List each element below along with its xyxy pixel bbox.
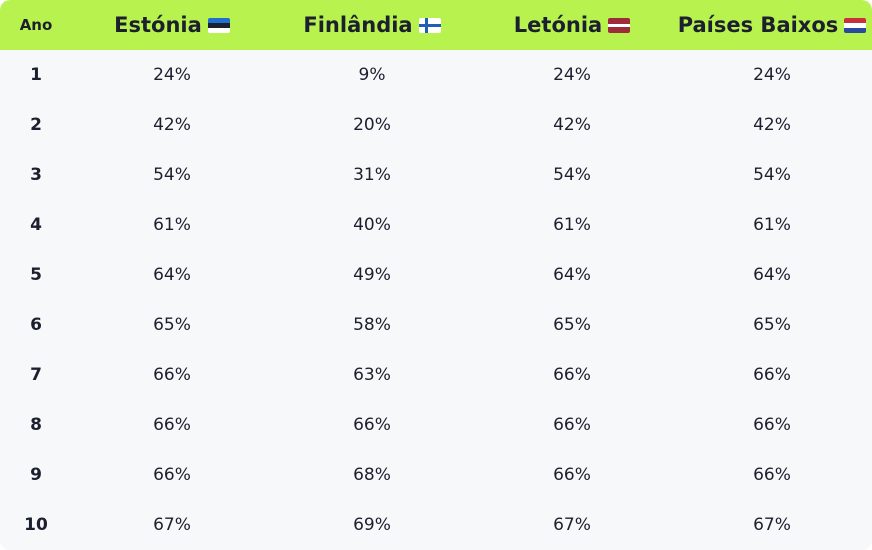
value-cell: 65%	[553, 315, 591, 335]
year-cell: 8	[30, 415, 42, 435]
year-cell: 10	[24, 515, 48, 535]
value-cell: 9%	[358, 65, 386, 85]
flag-latvia-icon	[608, 17, 631, 33]
column-header-netherlands: Países Baixos	[672, 13, 872, 37]
value-cell: 66%	[753, 365, 791, 385]
year-cell: 1	[30, 65, 42, 85]
column-header-estonia: Estónia	[72, 13, 272, 37]
table-body: 1 24% 9% 24% 24% 2 42% 20% 42% 42% 3 54%…	[0, 50, 872, 550]
value-cell: 64%	[553, 265, 591, 285]
table-row: 5 64% 49% 64% 64%	[0, 250, 872, 300]
value-cell: 24%	[553, 65, 591, 85]
table-header: Ano Estónia Finlândia Letónia Pa	[0, 0, 872, 50]
column-header-label: Finlândia	[303, 13, 413, 37]
value-cell: 49%	[353, 265, 391, 285]
value-cell: 24%	[753, 65, 791, 85]
year-cell: 9	[30, 465, 42, 485]
value-cell: 54%	[153, 165, 191, 185]
value-cell: 66%	[553, 465, 591, 485]
value-cell: 66%	[353, 415, 391, 435]
value-cell: 42%	[153, 115, 191, 135]
year-cell: 7	[30, 365, 42, 385]
column-header-year: Ano	[19, 16, 53, 34]
year-cell: 5	[30, 265, 42, 285]
value-cell: 40%	[353, 215, 391, 235]
value-cell: 20%	[353, 115, 391, 135]
value-cell: 31%	[353, 165, 391, 185]
table-row: 2 42% 20% 42% 42%	[0, 100, 872, 150]
value-cell: 67%	[753, 515, 791, 535]
value-cell: 66%	[553, 365, 591, 385]
value-cell: 64%	[753, 265, 791, 285]
value-cell: 66%	[753, 465, 791, 485]
value-cell: 66%	[553, 415, 591, 435]
column-header-latvia: Letónia	[472, 13, 672, 37]
column-header-label: Letónia	[513, 13, 603, 37]
year-cell: 4	[30, 215, 42, 235]
value-cell: 54%	[753, 165, 791, 185]
table-row: 3 54% 31% 54% 54%	[0, 150, 872, 200]
flag-estonia-icon	[207, 17, 230, 33]
value-cell: 66%	[153, 365, 191, 385]
table-row: 1 24% 9% 24% 24%	[0, 50, 872, 100]
value-cell: 66%	[153, 465, 191, 485]
value-cell: 67%	[153, 515, 191, 535]
value-cell: 24%	[153, 65, 191, 85]
column-header-label: Estónia	[114, 13, 202, 37]
table-row: 10 67% 69% 67% 67%	[0, 500, 872, 550]
value-cell: 63%	[353, 365, 391, 385]
table-row: 8 66% 66% 66% 66%	[0, 400, 872, 450]
table-row: 9 66% 68% 66% 66%	[0, 450, 872, 500]
flag-finland-icon	[418, 17, 441, 33]
flag-netherlands-icon	[844, 17, 867, 33]
year-cell: 3	[30, 165, 42, 185]
value-cell: 66%	[153, 415, 191, 435]
value-cell: 42%	[753, 115, 791, 135]
column-header-label: Países Baixos	[677, 13, 839, 37]
value-cell: 65%	[753, 315, 791, 335]
value-cell: 58%	[353, 315, 391, 335]
value-cell: 54%	[553, 165, 591, 185]
value-cell: 69%	[353, 515, 391, 535]
year-cell: 6	[30, 315, 42, 335]
value-cell: 61%	[753, 215, 791, 235]
value-cell: 42%	[553, 115, 591, 135]
column-header-finland: Finlândia	[272, 13, 472, 37]
table-row: 4 61% 40% 61% 61%	[0, 200, 872, 250]
year-cell: 2	[30, 115, 42, 135]
table-row: 7 66% 63% 66% 66%	[0, 350, 872, 400]
value-cell: 68%	[353, 465, 391, 485]
value-cell: 64%	[153, 265, 191, 285]
value-cell: 66%	[753, 415, 791, 435]
value-cell: 61%	[553, 215, 591, 235]
value-cell: 61%	[153, 215, 191, 235]
value-cell: 65%	[153, 315, 191, 335]
value-cell: 67%	[553, 515, 591, 535]
table-row: 6 65% 58% 65% 65%	[0, 300, 872, 350]
